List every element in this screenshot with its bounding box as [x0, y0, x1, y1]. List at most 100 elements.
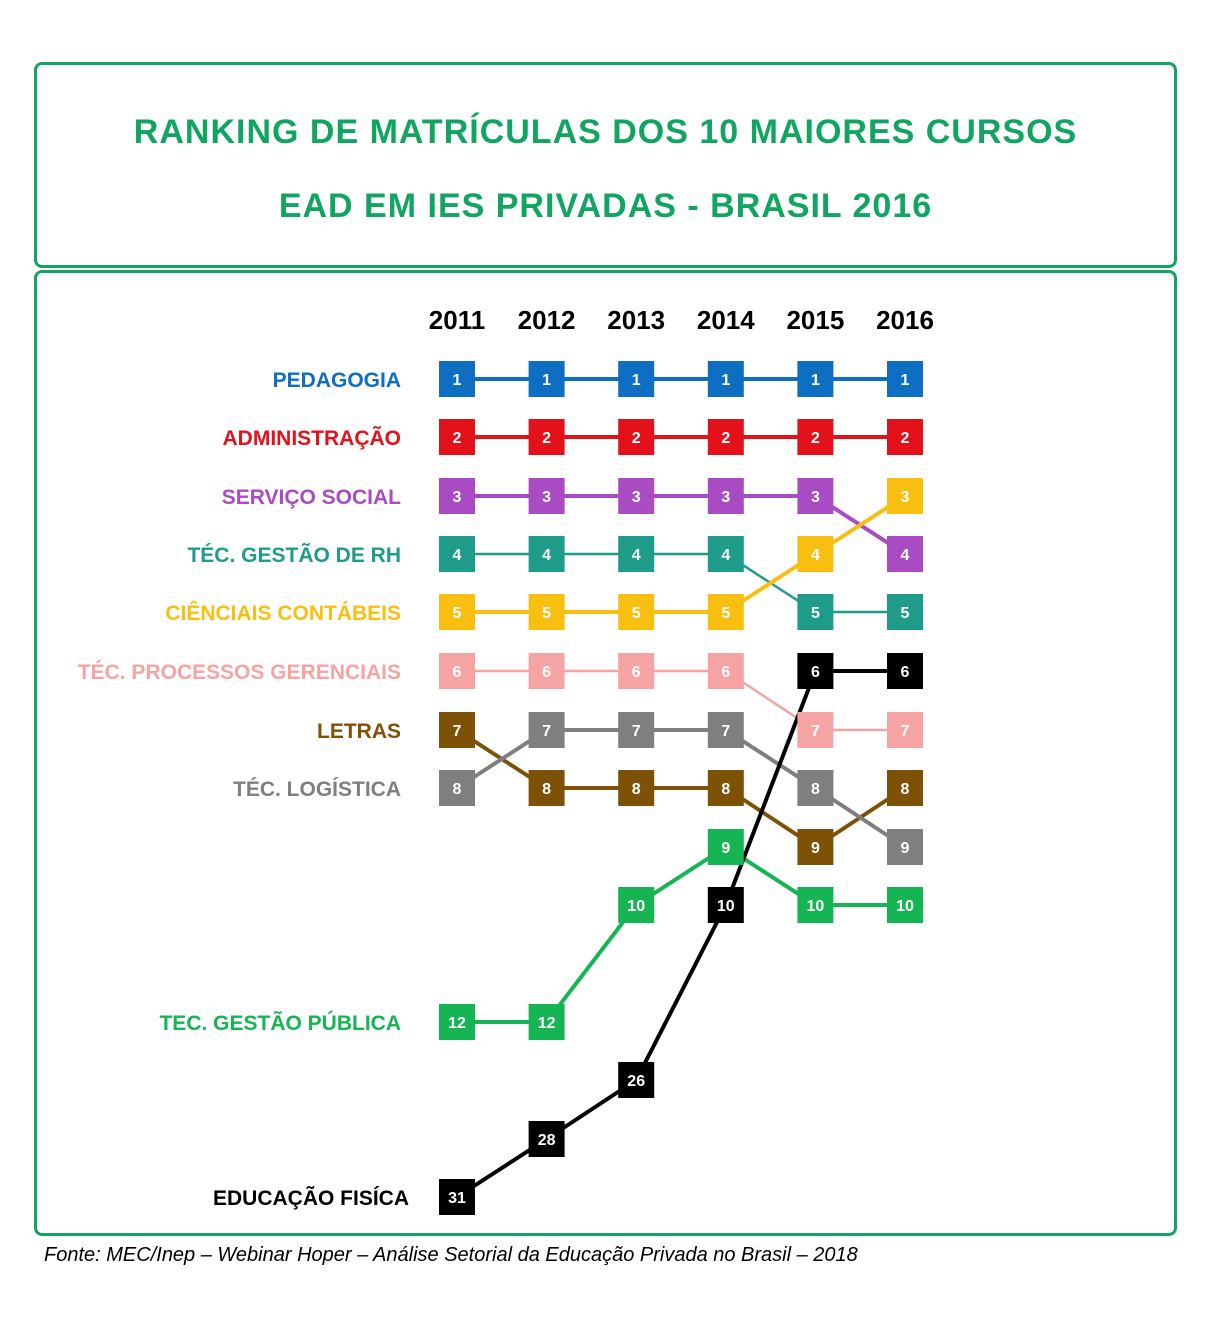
rank-value-pedagogia: 1 — [721, 372, 730, 389]
rank-value-pedagogia: 1 — [542, 372, 551, 389]
rank-box-tec-logistica — [797, 770, 834, 806]
rank-value-educacao-fisica: 10 — [717, 898, 735, 915]
rank-box-educacao-fisica — [439, 1179, 475, 1215]
rank-box-tec-gestao-publica — [707, 829, 744, 865]
rank-value-tec-logistica: 7 — [542, 723, 551, 740]
x-tick-label: 2011 — [429, 305, 485, 335]
rank-box-letras — [797, 829, 834, 865]
rank-box-servico-social — [707, 478, 744, 514]
rank-value-cienciais-contabeis: 5 — [632, 605, 641, 622]
rank-box-cienciais-contabeis — [797, 536, 834, 572]
rank-box-administracao — [887, 419, 923, 455]
x-tick-label: 2013 — [607, 305, 665, 335]
rank-value-tec-gestao-publica: 10 — [896, 898, 914, 915]
rank-value-administracao: 2 — [811, 430, 820, 447]
series-label-tec-processos-gerenciais: TÉC. PROCESSOS GERENCIAIS — [78, 661, 401, 684]
series-label-tec-gestao-de-rh: TÉC. GESTÃO DE RH — [187, 544, 401, 567]
rank-value-tec-gestao-publica: 10 — [627, 898, 645, 915]
rank-value-educacao-fisica: 31 — [448, 1190, 466, 1207]
rank-value-educacao-fisica: 26 — [627, 1073, 645, 1090]
rank-value-administracao: 2 — [542, 430, 551, 447]
rank-value-pedagogia: 1 — [901, 372, 910, 389]
rank-box-cienciais-contabeis — [528, 594, 565, 630]
rank-value-pedagogia: 1 — [811, 372, 820, 389]
rank-box-tec-gestao-de-rh — [887, 594, 923, 630]
rank-value-cienciais-contabeis: 5 — [721, 605, 730, 622]
rank-box-tec-gestao-de-rh — [528, 536, 565, 572]
series-line-tec-processos-gerenciais — [457, 669, 905, 732]
rank-value-servico-social: 3 — [542, 489, 551, 506]
rank-box-pedagogia — [618, 361, 655, 397]
x-tick-label: 2015 — [786, 305, 844, 335]
series-label-cienciais-contabeis: CIÊNCIAIS CONTÁBEIS — [165, 601, 401, 625]
rank-box-tec-gestao-de-rh — [797, 594, 834, 630]
x-tick-label: 2012 — [518, 305, 576, 335]
rank-value-servico-social: 3 — [811, 489, 820, 506]
rank-value-tec-gestao-publica: 9 — [721, 840, 730, 857]
rank-box-tec-processos-gerenciais — [707, 653, 744, 689]
rank-box-educacao-fisica — [618, 1062, 655, 1098]
chart-title-line-1: RANKING DE MATRÍCULAS DOS 10 MAIORES CUR… — [133, 113, 1078, 151]
rank-box-tec-logistica — [528, 712, 565, 748]
rank-value-cienciais-contabeis: 5 — [542, 605, 551, 622]
rank-box-tec-gestao-de-rh — [439, 536, 475, 572]
series-line-tec-gestao-de-rh — [457, 552, 905, 614]
rank-value-tec-processos-gerenciais: 6 — [721, 664, 730, 681]
rank-value-letras: 9 — [811, 840, 820, 857]
rank-value-letras: 8 — [721, 781, 730, 798]
series-label-educacao-fisica: EDUCAÇÃO FISÍCA — [213, 1187, 409, 1210]
rank-box-administracao — [528, 419, 565, 455]
chart-box — [34, 270, 1177, 1236]
rank-box-educacao-fisica — [707, 887, 744, 923]
x-tick-label: 2014 — [697, 305, 755, 335]
rank-value-administracao: 2 — [632, 430, 641, 447]
title-box: RANKING DE MATRÍCULAS DOS 10 MAIORES CUR… — [34, 62, 1177, 268]
chart-title-line-2: EAD EM IES PRIVADAS - BRASIL 2016 — [278, 187, 933, 225]
rank-value-tec-gestao-publica: 12 — [538, 1015, 556, 1032]
rank-box-letras — [618, 770, 655, 806]
rank-box-letras — [707, 770, 744, 806]
rank-value-tec-logistica: 7 — [721, 723, 730, 740]
rank-value-tec-processos-gerenciais: 7 — [901, 723, 910, 740]
rank-value-tec-logistica: 9 — [901, 840, 910, 857]
rank-value-tec-gestao-de-rh: 4 — [721, 547, 730, 564]
series-line-educacao-fisica — [455, 669, 905, 1199]
rank-value-educacao-fisica: 6 — [901, 664, 910, 681]
rank-value-tec-gestao-de-rh: 5 — [901, 605, 910, 622]
rank-box-tec-processos-gerenciais — [797, 712, 834, 748]
rank-box-tec-gestao-publica — [528, 1004, 565, 1040]
x-tick-label: 2016 — [876, 305, 934, 335]
rank-value-letras: 7 — [453, 723, 462, 740]
rank-box-tec-processos-gerenciais — [439, 653, 475, 689]
rank-box-cienciais-contabeis — [618, 594, 655, 630]
rank-box-tec-processos-gerenciais — [887, 712, 923, 748]
rank-box-cienciais-contabeis — [887, 478, 923, 514]
rank-value-servico-social: 3 — [721, 489, 730, 506]
rank-value-servico-social: 3 — [453, 489, 462, 506]
rank-box-tec-processos-gerenciais — [528, 653, 565, 689]
rank-box-tec-gestao-publica — [618, 887, 655, 923]
rank-box-tec-logistica — [887, 829, 923, 865]
rank-box-tec-logistica — [439, 770, 475, 806]
rank-box-pedagogia — [887, 361, 923, 397]
rank-value-tec-processos-gerenciais: 7 — [811, 723, 820, 740]
rank-value-educacao-fisica: 6 — [811, 664, 820, 681]
rank-value-letras: 8 — [632, 781, 641, 798]
rank-box-letras — [528, 770, 565, 806]
series-line-letras — [455, 728, 907, 849]
rank-box-administracao — [797, 419, 834, 455]
rank-box-cienciais-contabeis — [439, 594, 475, 630]
rank-value-administracao: 2 — [453, 430, 462, 447]
rank-box-educacao-fisica — [797, 653, 834, 689]
rank-value-tec-processos-gerenciais: 6 — [542, 664, 551, 681]
rank-box-servico-social — [439, 478, 475, 514]
rank-value-tec-gestao-publica: 12 — [448, 1015, 466, 1032]
rank-value-tec-gestao-publica: 10 — [807, 898, 825, 915]
rank-box-tec-logistica — [618, 712, 655, 748]
rank-value-servico-social: 4 — [901, 547, 910, 564]
rank-value-tec-gestao-de-rh: 4 — [542, 547, 551, 564]
series-label-tec-logistica: TÉC. LOGÍSTICA — [233, 778, 401, 801]
series-label-servico-social: SERVIÇO SOCIAL — [222, 486, 401, 509]
series-line-servico-social — [457, 494, 907, 556]
